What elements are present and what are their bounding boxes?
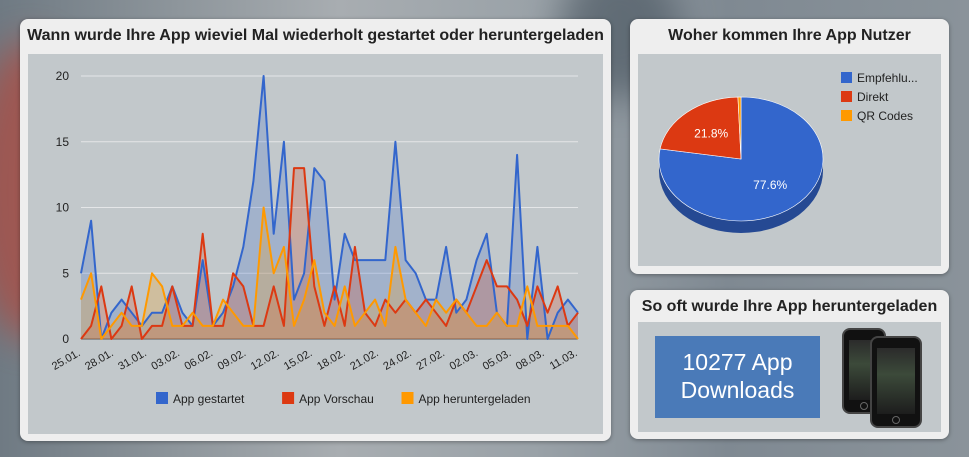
x-tick-label: 21.02. <box>348 347 380 373</box>
x-tick-label: 06.02. <box>183 347 215 373</box>
x-tick-label: 11.03. <box>548 347 580 372</box>
x-tick-label: 05.03. <box>481 347 513 373</box>
pie-slice-qr-codes <box>737 96 742 160</box>
series-line-app-gestartet <box>80 75 579 340</box>
legend-swatch <box>156 392 168 404</box>
y-tick-label: 10 <box>56 201 70 215</box>
legend-swatch <box>401 392 414 404</box>
smartphone-icon <box>870 336 922 428</box>
downloads-line-1: 10277 App <box>682 349 793 375</box>
line-chart-panel: Wann wurde Ihre App wieviel Mal wiederho… <box>20 19 611 441</box>
x-tick-label: 27.02. <box>414 347 446 373</box>
legend-label: Direkt <box>857 90 889 104</box>
series-area-app-vorschau <box>81 168 578 339</box>
legend-swatch <box>841 110 852 121</box>
pie-slice-label: 77.6% <box>753 178 787 192</box>
downloads-line-2: Downloads <box>680 377 795 403</box>
x-tick-label: 31.01. <box>116 347 148 373</box>
pie-slice-side <box>659 159 823 233</box>
downloads-count-box: 10277 App Downloads <box>655 336 820 418</box>
x-tick-label: 25.01. <box>50 347 82 373</box>
series-line-app-heruntergeladen <box>80 206 579 340</box>
pie-chart-panel: Woher kommen Ihre App Nutzer 77.6% 21.8% E… <box>630 19 949 274</box>
legend-label: App gestartet <box>173 392 245 406</box>
downloads-panel: So oft wurde Ihre App heruntergeladen 10… <box>630 290 949 439</box>
y-tick-label: 15 <box>56 135 70 149</box>
downloads-title: So oft wurde Ihre App heruntergeladen <box>641 298 938 315</box>
x-tick-label: 08.03. <box>514 347 546 373</box>
legend-label: App Vorschau <box>299 392 374 406</box>
y-tick-label: 0 <box>62 332 69 346</box>
line-chart: 0 5 10 15 20 25.01. 28.01. 31.01. 03.02. 06.02. 09… <box>50 69 580 406</box>
legend-swatch <box>282 392 295 404</box>
legend-swatch <box>841 91 852 102</box>
pie-chart-title: Woher kommen Ihre App Nutzer <box>668 27 911 44</box>
legend-label: QR Codes <box>857 109 913 123</box>
x-tick-label: 09.02. <box>216 347 248 373</box>
line-chart-area <box>28 54 603 434</box>
legend-swatch <box>841 72 852 83</box>
y-tick-label: 20 <box>56 69 70 83</box>
y-tick-label: 5 <box>62 266 69 280</box>
x-tick-label: 15.02. <box>282 347 314 373</box>
x-tick-label: 12.02. <box>249 347 281 373</box>
legend-label: App heruntergeladen <box>419 392 531 406</box>
series-line-app-vorschau <box>80 167 579 340</box>
x-tick-label: 02.03. <box>448 347 480 373</box>
line-chart-title: Wann wurde Ihre App wieviel Mal wiederho… <box>27 27 604 44</box>
x-tick-label: 18.02. <box>315 347 347 373</box>
pie-slice-direkt <box>659 96 742 160</box>
legend-label: Empfehlu... <box>857 71 918 85</box>
pie-slice-label: 21.8% <box>694 126 728 140</box>
pie-chart: 77.6% 21.8% Empfehlu... Direkt QR Codes <box>658 71 918 233</box>
x-tick-label: 24.02. <box>381 347 413 373</box>
x-tick-label: 03.02. <box>149 347 181 373</box>
x-tick-label: 28.01. <box>83 347 115 373</box>
